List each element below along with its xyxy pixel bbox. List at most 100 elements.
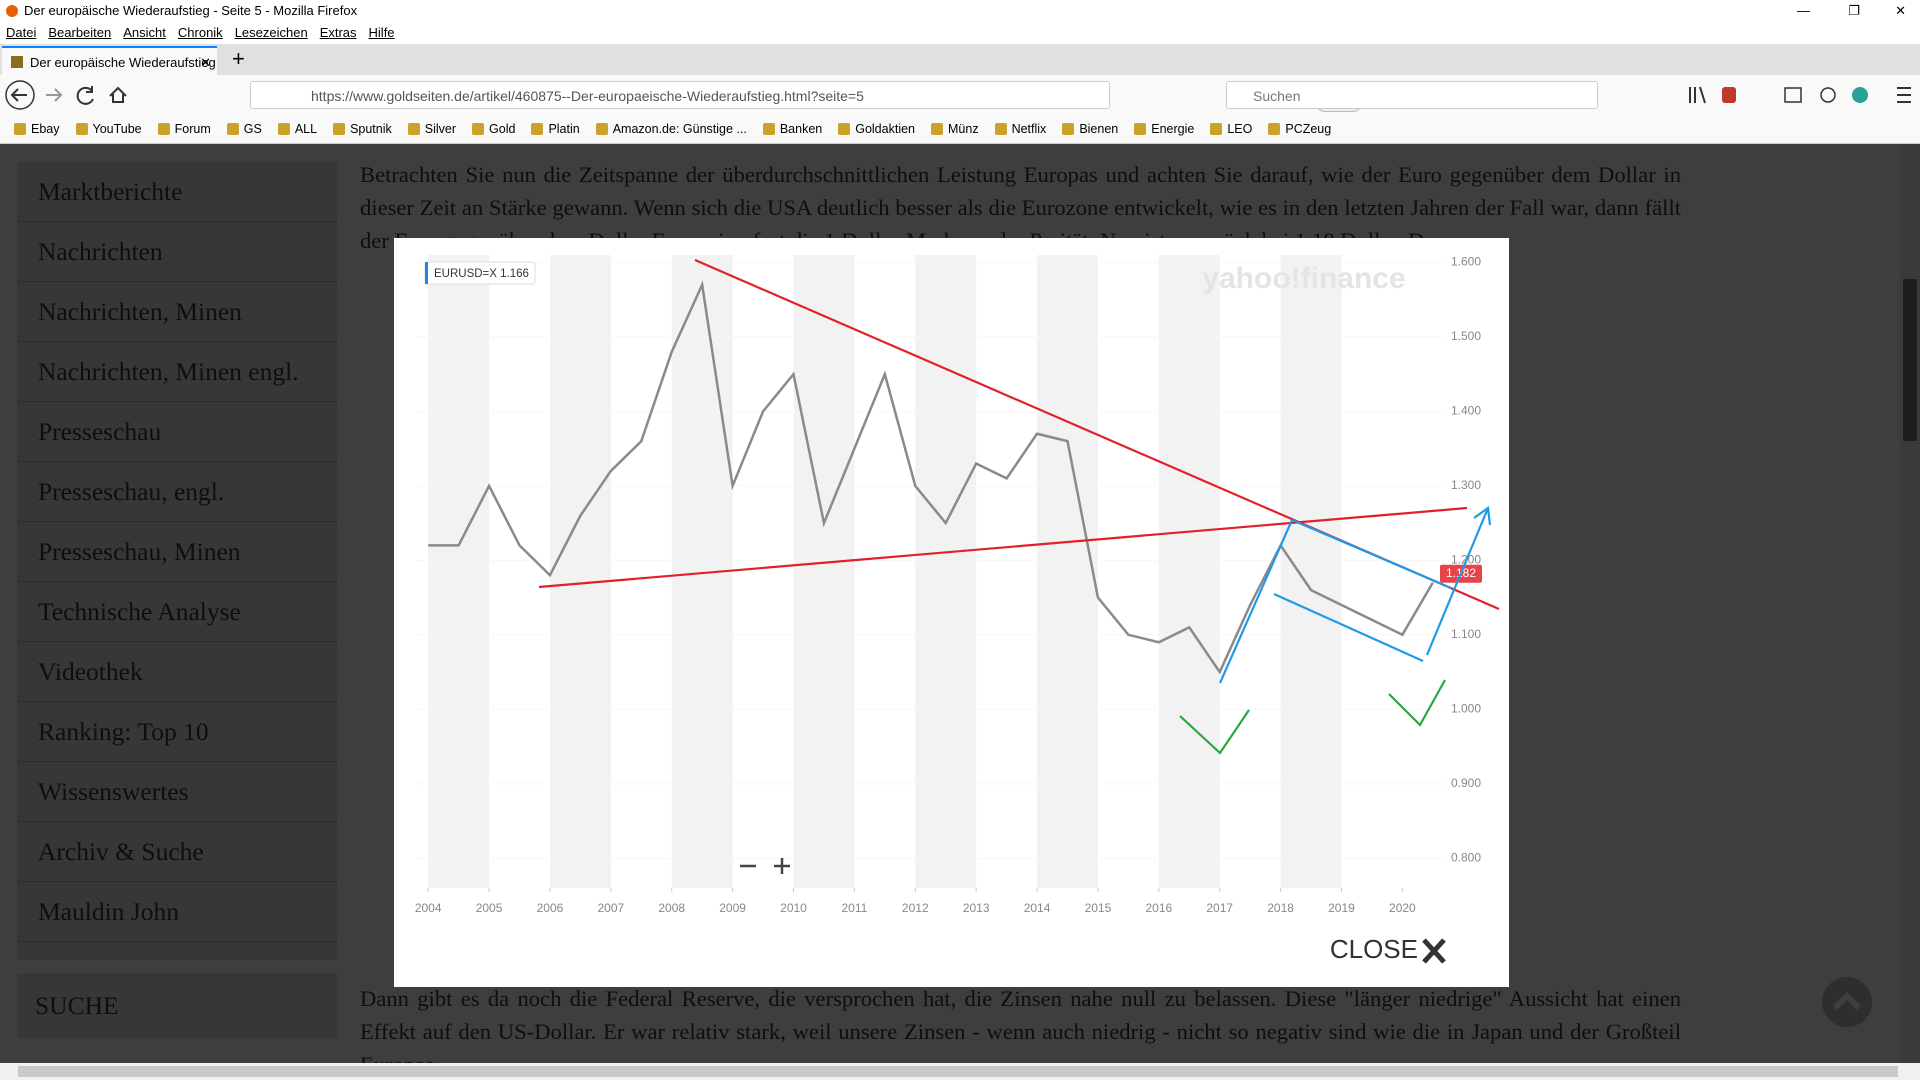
home[interactable] <box>109 86 127 103</box>
nav-buttons <box>5 80 127 110</box>
sidebar: Marktberichte Nachrichten Nachrichten, Min… <box>17 162 337 960</box>
title-bar: Der europäische Wiederaufstieg - Seite 5… <box>0 0 1920 22</box>
sidebar-search[interactable]: SUCHE <box>17 973 337 1038</box>
bookmark[interactable]: Amazon.de: Günstige ... <box>596 115 747 143</box>
year-band <box>428 255 490 888</box>
menu-item[interactable]: Hilfe <box>368 25 395 40</box>
bookmark[interactable]: GS <box>227 115 262 143</box>
sidebar-item[interactable]: Marktberichte <box>17 162 337 222</box>
sidebar-item[interactable]: Archiv & Suche <box>17 822 337 882</box>
x-tick-label: 2010 <box>780 901 807 915</box>
search-box[interactable]: Suchen <box>1226 81 1598 109</box>
sidebar-item[interactable]: Presseschau, engl. <box>17 462 337 522</box>
bookmark[interactable]: Bienen <box>1062 115 1118 143</box>
toolbar-icons <box>1689 86 1911 104</box>
watermark: yahoo!finance <box>1202 262 1405 295</box>
year-band <box>1158 255 1220 888</box>
bookmark[interactable]: LEO <box>1210 115 1252 143</box>
bookmark[interactable]: Ebay <box>14 115 60 143</box>
bookmarks-bar: Ebay YouTube Forum GS ALL Sputnik Silver Gold Pl… <box>0 115 1920 144</box>
price-line <box>428 280 1434 675</box>
sidebar-item[interactable]: Nachrichten, Minen <box>17 282 337 342</box>
sidebar-item[interactable]: Technische Analyse <box>17 582 337 642</box>
year-band <box>915 255 977 888</box>
nav-bar: https://www.goldseiten.de/artikel/460875… <box>0 75 1920 115</box>
y-tick-label: 1.100 <box>1451 627 1481 641</box>
close-label[interactable]: CLOSE <box>1330 934 1418 964</box>
menu-item[interactable]: Bearbeiten <box>48 25 112 40</box>
window-title: Der europäische Wiederaufstieg - Seite 5… <box>24 3 358 18</box>
annotations <box>538 258 1500 755</box>
bookmark[interactable]: Energie <box>1134 115 1194 143</box>
sidebar-item[interactable]: Presseschau <box>17 402 337 462</box>
close-window[interactable]: ✕ <box>1895 3 1906 18</box>
year-band <box>1037 255 1098 888</box>
article-paragraph: Dann gibt es da noch die Federal Reserve… <box>360 986 1681 1063</box>
x-tick-label: 2011 <box>841 901 867 915</box>
bookmark[interactable]: Goldaktien <box>838 115 915 143</box>
y-tick-label: 0.800 <box>1451 850 1481 864</box>
year-band <box>549 255 611 888</box>
url-bar[interactable]: https://www.goldseiten.de/artikel/460875… <box>250 81 1362 112</box>
bookmark[interactable]: PCZeug <box>1268 115 1331 143</box>
scroll-top-button[interactable] <box>1822 977 1872 1027</box>
sidebar-item[interactable]: Nachrichten, Minen engl. <box>17 342 337 402</box>
y-tick-label: 1.500 <box>1451 329 1481 343</box>
x-tick-label: 2004 <box>415 901 442 915</box>
x-tick-label: 2015 <box>1085 901 1112 915</box>
new-tab[interactable]: + <box>232 46 245 71</box>
zoom-controls <box>740 858 790 874</box>
vertical-scrollbar[interactable] <box>1900 144 1920 1063</box>
tab-close[interactable]: ✕ <box>200 55 211 70</box>
bookmark[interactable]: Gold <box>472 115 515 143</box>
bookmark[interactable]: YouTube <box>76 115 142 143</box>
sidebar-item[interactable]: Nachrichten <box>17 222 337 282</box>
tab-bar: Der europäische Wiederaufstieg ✕ + <box>0 44 1920 75</box>
reload[interactable] <box>76 86 94 105</box>
bookmark[interactable]: ALL <box>278 115 317 143</box>
minimize[interactable]: — <box>1797 3 1810 18</box>
chart: 2004 2005 2006 2007 2008 2009 2010 2011 2012 2013… <box>415 255 1500 964</box>
bookmark[interactable]: Platin <box>531 115 579 143</box>
x-tick-label: 2005 <box>476 901 503 915</box>
sidebar-item[interactable]: Ranking: Top 10 <box>17 702 337 762</box>
y-tick-label: 0.900 <box>1451 776 1481 790</box>
x-tick-label: 2012 <box>902 901 929 915</box>
menu-item[interactable]: Lesezeichen <box>234 25 308 40</box>
x-tick-label: 2016 <box>1145 901 1172 915</box>
tab-title: Der europäische Wiederaufstieg <box>30 55 216 70</box>
url: https://www.goldseiten.de/artikel/460875… <box>311 88 864 104</box>
year-band <box>793 255 855 888</box>
sidebar-item[interactable]: Presseschau, Minen <box>17 522 337 582</box>
bookmark[interactable]: Sputnik <box>333 115 392 143</box>
sidebar-item[interactable]: Mauldin John <box>17 882 337 942</box>
bookmark[interactable]: Netflix <box>995 115 1047 143</box>
back[interactable] <box>5 80 35 110</box>
sidebar-item[interactable]: Videothek <box>17 642 337 702</box>
x-tick-label: 2014 <box>1024 901 1051 915</box>
y-tick-label: 1.400 <box>1451 404 1481 418</box>
x-tick-label: 2008 <box>658 901 685 915</box>
article-viewport: Betrachten Sie nun die Zeitspanne der üb… <box>0 144 1900 1063</box>
forward[interactable] <box>46 88 63 102</box>
bookmark[interactable]: Forum <box>158 115 211 143</box>
legend-label: EURUSD=X 1.166 <box>434 268 529 280</box>
zoom-in[interactable] <box>774 858 790 874</box>
menu-item[interactable]: Extras <box>319 25 357 40</box>
bookmark[interactable]: Silver <box>408 115 456 143</box>
y-tick-label: 1.000 <box>1451 701 1481 715</box>
x-tick-label: 2017 <box>1206 901 1233 915</box>
x-tick-label: 2018 <box>1267 901 1294 915</box>
y-tick-label: 1.600 <box>1451 255 1481 269</box>
menu-item[interactable]: Datei <box>6 25 37 40</box>
tab[interactable]: Der europäische Wiederaufstieg ✕ <box>2 46 217 75</box>
menu-item[interactable]: Chronik <box>177 25 223 40</box>
horizontal-scrollbar[interactable] <box>0 1063 1920 1080</box>
sidebar-item[interactable]: Wissenswertes <box>17 762 337 822</box>
bookmark[interactable]: Banken <box>763 115 822 143</box>
bookmark[interactable]: Münz <box>931 115 979 143</box>
menu-item[interactable]: Ansicht <box>123 25 166 40</box>
restore[interactable]: ❐ <box>1848 3 1860 18</box>
x-tick-label: 2006 <box>537 901 564 915</box>
